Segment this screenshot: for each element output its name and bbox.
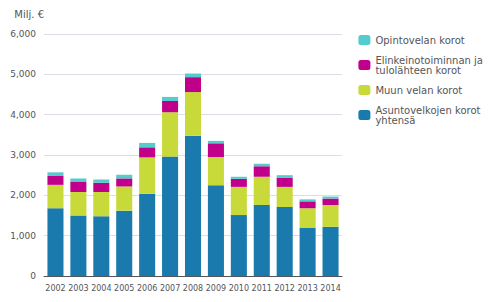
svg-text:2014: 2014: [320, 284, 340, 293]
svg-text:2003: 2003: [68, 284, 88, 293]
svg-text:2008: 2008: [183, 284, 203, 293]
svg-text:2007: 2007: [160, 284, 180, 293]
svg-text:6,000: 6,000: [10, 29, 36, 39]
svg-text:1,000: 1,000: [10, 231, 36, 241]
svg-text:2011: 2011: [252, 284, 272, 293]
svg-text:2004: 2004: [91, 284, 111, 293]
svg-text:Muun velan korot: Muun velan korot: [375, 85, 462, 96]
svg-text:0: 0: [30, 271, 36, 281]
svg-text:tulolähteen korot: tulolähteen korot: [375, 65, 461, 76]
svg-text:3,000: 3,000: [10, 150, 36, 160]
svg-text:5,000: 5,000: [10, 69, 36, 79]
svg-text:2005: 2005: [114, 284, 134, 293]
svg-text:2009: 2009: [206, 284, 226, 293]
svg-text:Milj. €: Milj. €: [14, 9, 44, 20]
svg-text:Opintovelan korot: Opintovelan korot: [375, 35, 464, 46]
svg-text:yhtensä: yhtensä: [375, 115, 415, 126]
svg-text:Asuntovelkojen korot: Asuntovelkojen korot: [375, 104, 481, 116]
svg-text:4,000: 4,000: [10, 110, 36, 120]
svg-text:2012: 2012: [275, 284, 295, 293]
svg-text:2013: 2013: [297, 284, 317, 293]
svg-text:2,000: 2,000: [10, 190, 36, 200]
svg-text:2010: 2010: [229, 284, 249, 293]
svg-text:2002: 2002: [45, 284, 65, 293]
svg-text:Elinkeinotoiminnan ja: Elinkeinotoiminnan ja: [375, 54, 483, 66]
svg-text:2006: 2006: [137, 284, 157, 293]
